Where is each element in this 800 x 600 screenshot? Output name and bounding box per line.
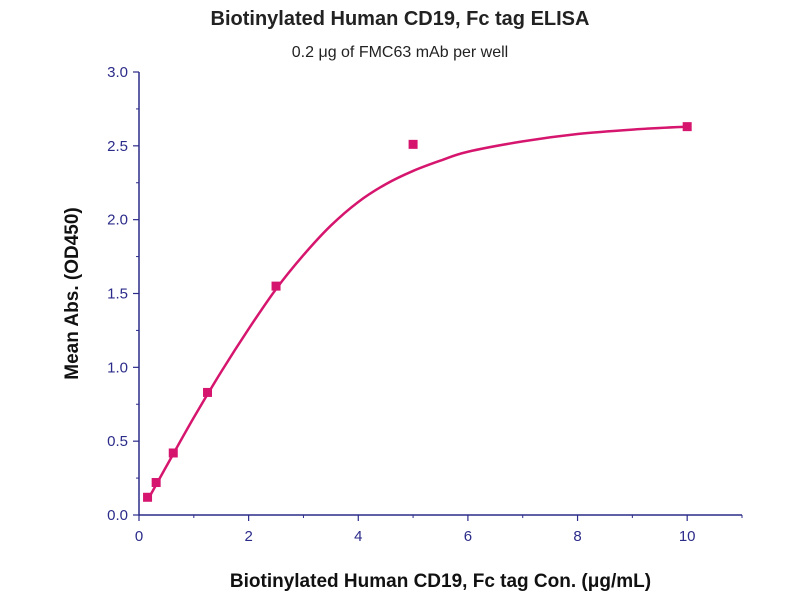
- y-tick-label: 0.0: [107, 507, 128, 524]
- data-point: [408, 139, 418, 149]
- axes: [138, 72, 742, 516]
- y-tick-label: 1.5: [107, 286, 128, 303]
- x-tick-label: 2: [244, 528, 252, 545]
- x-tick-label: 6: [464, 528, 472, 545]
- fit-curve: [146, 125, 688, 501]
- y-tick-label: 2.5: [107, 138, 128, 155]
- x-tick-label: 0: [135, 528, 143, 545]
- y-tick-label: 3.0: [107, 64, 128, 81]
- data-points: [143, 122, 692, 502]
- ticks: 0.0 0.5 1.0 1.5 2.0 2.5 3.0 0 2 4 6 8 10: [107, 64, 743, 545]
- y-axis-label: Mean Abs. (OD450): [62, 207, 83, 379]
- chart-title: Biotinylated Human CD19, Fc tag ELISA: [210, 8, 590, 30]
- data-point: [682, 122, 692, 132]
- x-tick-label: 8: [573, 528, 581, 545]
- x-tick-label: 10: [679, 528, 696, 545]
- y-tick-label: 2.0: [107, 212, 128, 229]
- data-point: [151, 478, 161, 488]
- data-point: [143, 492, 153, 502]
- data-point: [271, 281, 281, 291]
- chart-subtitle: 0.2 μg of FMC63 mAb per well: [291, 44, 509, 61]
- data-point: [203, 387, 213, 397]
- y-tick-label: 0.5: [107, 433, 128, 450]
- x-axis-label: Biotinylated Human CD19, Fc tag Con. (μg…: [230, 571, 651, 592]
- y-tick-label: 1.0: [107, 359, 128, 376]
- data-point: [168, 448, 178, 458]
- x-tick-label: 4: [354, 528, 362, 545]
